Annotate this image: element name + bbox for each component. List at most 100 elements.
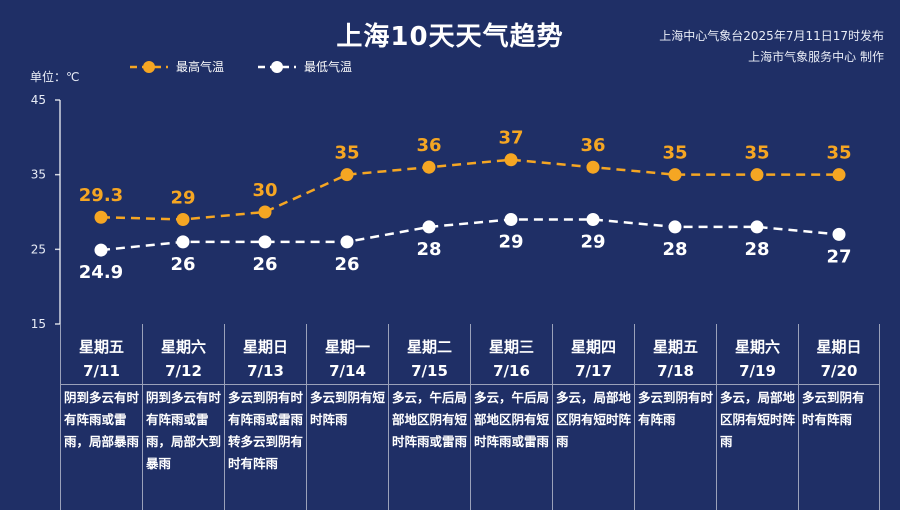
day-description: 多云到阴有时有阵雨 <box>638 390 714 427</box>
high-temp-point <box>504 153 518 167</box>
row-divider <box>717 384 798 385</box>
high-temp-label: 37 <box>498 128 523 149</box>
chart-title: 上海10天天气趋势 <box>336 22 564 52</box>
day-weekday: 星期一 <box>324 338 370 356</box>
low-temp-label: 28 <box>662 239 687 260</box>
day-column: 星期三 7/16 多云，午后局部地区阴有短时阵雨或雷雨 <box>470 324 552 510</box>
day-date: 7/11 <box>83 362 120 380</box>
row-divider <box>225 384 306 385</box>
day-column: 星期六 7/12 阴到多云有时有阵雨或雷雨，局部大到暴雨 <box>142 324 224 510</box>
high-temp-point <box>668 168 682 182</box>
low-temp-label: 26 <box>334 254 359 275</box>
day-weekday: 星期二 <box>406 338 452 356</box>
low-temp-label: 29 <box>498 231 523 252</box>
high-temp-point <box>340 168 354 182</box>
temperature-line-chart: 15 25 35 45 29.3 29 30 35 36 37 36 35 35 35 24.9 26 26 26… <box>31 93 852 330</box>
day-date: 7/12 <box>165 362 202 380</box>
day-column: 星期六 7/19 多云，局部地区阴有短时阵雨 <box>716 324 798 510</box>
low-temp-label: 28 <box>416 239 441 260</box>
row-divider <box>143 384 224 385</box>
row-divider <box>799 384 879 385</box>
day-weekday: 星期五 <box>78 338 124 356</box>
low-temp-point <box>340 235 354 249</box>
day-date: 7/19 <box>739 362 776 380</box>
day-weekday: 星期日 <box>816 338 862 356</box>
legend-label-low: 最低气温 <box>304 60 353 74</box>
high-temp-point <box>750 168 764 182</box>
day-description: 多云到阴有时有阵雨 <box>802 390 865 427</box>
y-tick-label: 25 <box>31 242 46 256</box>
high-temp-label: 36 <box>416 135 441 156</box>
day-date: 7/18 <box>657 362 694 380</box>
issuer-line-2: 上海市气象服务中心 制作 <box>748 50 884 64</box>
day-description: 多云，局部地区阴有短时阵雨 <box>556 390 632 449</box>
day-column: 星期五 7/11 阴到多云有时有阵雨或雷雨，局部暴雨 <box>60 324 142 510</box>
day-date: 7/17 <box>575 362 612 380</box>
day-description: 阴到多云有时有阵雨或雷雨，局部大到暴雨 <box>146 390 222 471</box>
day-date: 7/13 <box>247 362 284 380</box>
high-temp-point <box>258 205 272 219</box>
day-weekday: 星期四 <box>570 338 616 356</box>
row-divider <box>61 384 142 385</box>
day-description: 阴到多云有时有阵雨或雷雨，局部暴雨 <box>64 390 140 449</box>
day-date: 7/14 <box>329 362 366 380</box>
high-temp-label: 30 <box>252 180 277 201</box>
low-temp-point <box>258 235 272 249</box>
high-temp-point <box>422 160 436 174</box>
low-temp-label: 24.9 <box>79 262 123 283</box>
row-divider <box>471 384 552 385</box>
legend-item-high: 最高气温 <box>130 58 224 75</box>
high-temp-label: 29 <box>170 187 195 208</box>
day-column: 星期日 7/20 多云到阴有时有阵雨 <box>798 324 880 510</box>
day-description: 多云，午后局部地区阴有短时阵雨或雷雨 <box>392 390 468 449</box>
day-column: 星期日 7/13 多云到阴有时有阵雨或雷雨转多云到阴有时有阵雨 <box>224 324 306 510</box>
low-temp-label: 28 <box>744 239 769 260</box>
daily-forecast-table: 星期五 7/11 阴到多云有时有阵雨或雷雨，局部暴雨 星期六 7/12 阴到多云有时有阵雨… <box>60 324 880 510</box>
series-line-high <box>100 158 839 221</box>
day-description: 多云，局部地区阴有短时阵雨 <box>720 390 796 449</box>
day-weekday: 星期六 <box>734 338 780 356</box>
low-temp-point <box>832 227 846 241</box>
day-date: 7/16 <box>493 362 530 380</box>
day-weekday: 星期日 <box>242 338 288 356</box>
day-column: 星期一 7/14 多云到阴有短时阵雨 <box>306 324 388 510</box>
high-temp-label: 35 <box>334 143 359 164</box>
y-tick-label: 15 <box>31 317 46 330</box>
row-divider <box>635 384 716 385</box>
low-temp-point <box>750 220 764 234</box>
day-column: 星期五 7/18 多云到阴有时有阵雨 <box>634 324 716 510</box>
y-tick-label: 35 <box>31 168 46 182</box>
row-divider <box>307 384 388 385</box>
issuer-info: 上海中心气象台2025年7月11日17时发布 上海市气象服务中心 制作 <box>659 26 884 68</box>
low-temp-point <box>586 212 600 226</box>
series-line-low <box>100 218 840 252</box>
high-temp-point <box>832 168 846 182</box>
high-temp-label: 35 <box>744 143 769 164</box>
high-temp-label: 36 <box>580 135 605 156</box>
low-temp-point <box>94 243 108 257</box>
row-divider <box>553 384 634 385</box>
day-description: 多云到阴有时有阵雨或雷雨转多云到阴有时有阵雨 <box>228 390 304 471</box>
high-temp-point <box>94 210 108 224</box>
high-temp-point <box>586 160 600 174</box>
legend-item-low: 最低气温 <box>258 58 352 75</box>
high-temp-label: 29.3 <box>79 185 123 206</box>
day-date: 7/15 <box>411 362 448 380</box>
legend-low-marker-icon <box>258 60 297 73</box>
day-column: 星期四 7/17 多云，局部地区阴有短时阵雨 <box>552 324 634 510</box>
day-date: 7/20 <box>820 362 858 380</box>
low-temp-label: 26 <box>252 254 277 275</box>
low-temp-point <box>504 212 518 226</box>
legend-high-marker-icon <box>130 60 168 73</box>
day-description: 多云到阴有短时阵雨 <box>310 390 386 427</box>
legend: 最高气温 最低气温 <box>130 58 352 75</box>
high-temp-label: 35 <box>662 143 687 164</box>
low-temp-label: 29 <box>580 231 605 252</box>
low-temp-label: 27 <box>826 246 851 267</box>
issuer-line-1: 上海中心气象台2025年7月11日17时发布 <box>659 29 884 43</box>
high-temp-label: 35 <box>826 143 851 164</box>
low-temp-point <box>176 235 190 249</box>
low-temp-point <box>422 220 436 234</box>
legend-label-high: 最高气温 <box>176 60 225 74</box>
y-tick-label: 45 <box>31 93 46 107</box>
